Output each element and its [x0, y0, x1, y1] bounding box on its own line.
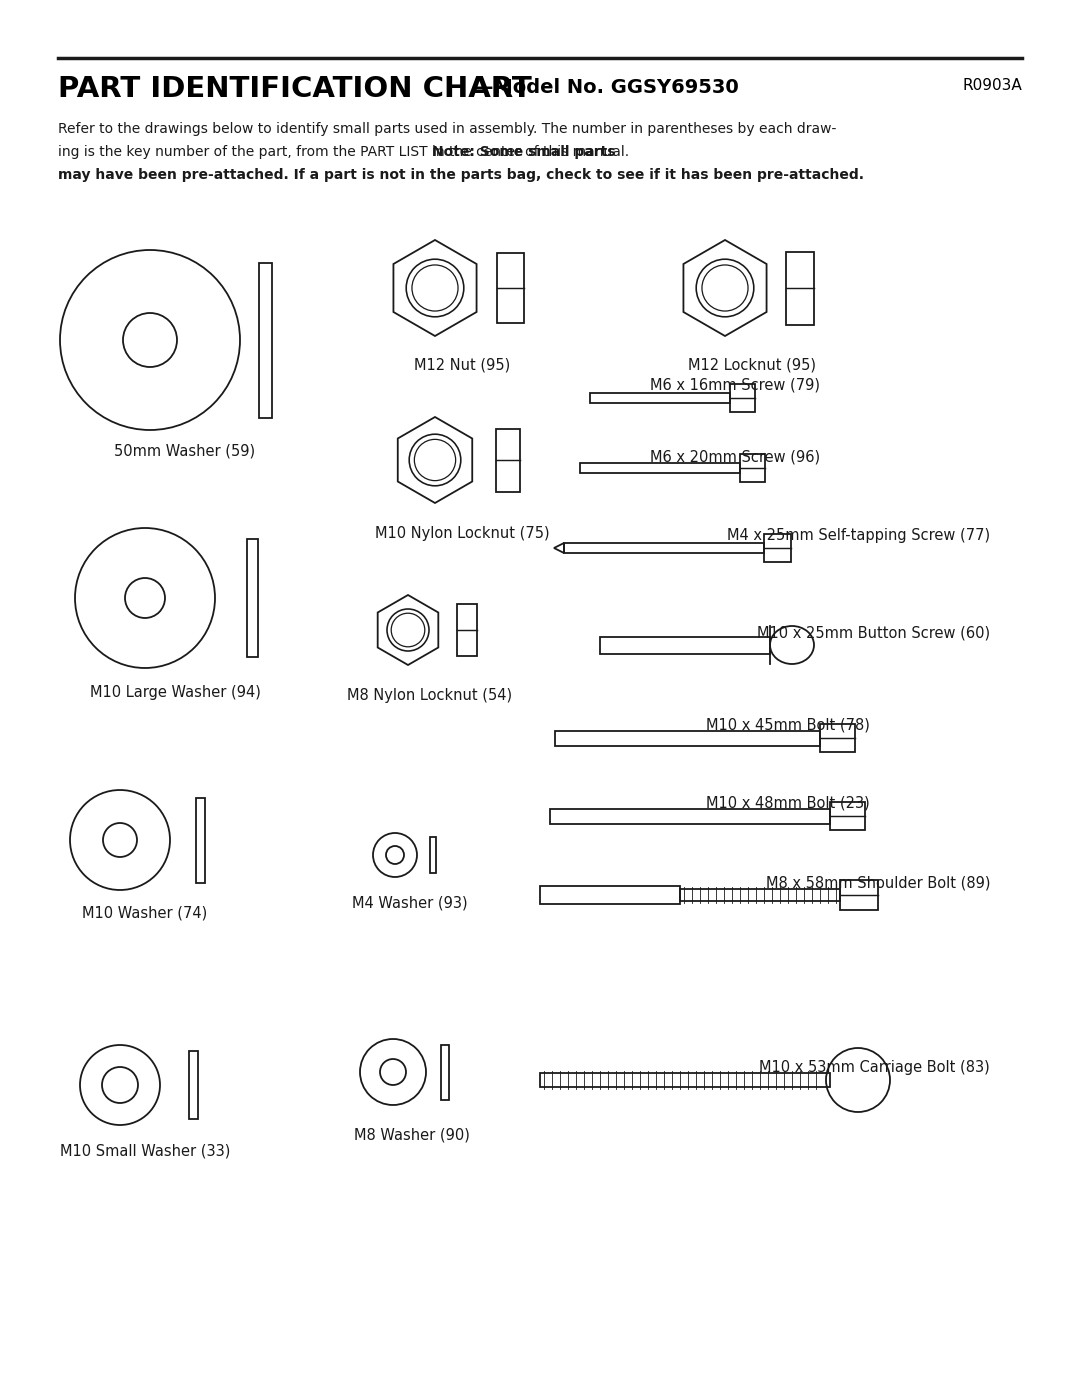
Text: M8 x 58mm Shoulder Bolt (89): M8 x 58mm Shoulder Bolt (89) [766, 875, 990, 890]
Text: M10 Washer (74): M10 Washer (74) [82, 905, 207, 921]
Text: M10 x 45mm Bolt (78): M10 x 45mm Bolt (78) [706, 718, 870, 733]
Bar [540, 886, 680, 904]
Bar [680, 888, 840, 901]
Bar [441, 1045, 449, 1099]
Text: —Model No. GGSY69530: —Model No. GGSY69530 [474, 78, 739, 96]
Bar [258, 263, 271, 418]
Bar [730, 384, 755, 412]
Bar [786, 251, 814, 324]
Text: M8 Washer (90): M8 Washer (90) [354, 1127, 470, 1143]
Bar [457, 604, 477, 657]
Text: ing is the key number of the part, from the PART LIST in the center of this manu: ing is the key number of the part, from … [58, 145, 630, 159]
Bar [540, 1073, 831, 1087]
Bar [189, 1051, 198, 1119]
Text: M10 Small Washer (33): M10 Small Washer (33) [59, 1143, 230, 1158]
Bar [580, 462, 740, 474]
Text: M4 Washer (93): M4 Washer (93) [352, 895, 468, 909]
Text: PART IDENTIFICATION CHART: PART IDENTIFICATION CHART [58, 75, 531, 103]
Text: Refer to the drawings below to identify small parts used in assembly. The number: Refer to the drawings below to identify … [58, 122, 836, 136]
Bar [430, 837, 436, 873]
Text: M8 Nylon Locknut (54): M8 Nylon Locknut (54) [348, 687, 513, 703]
Bar [590, 393, 730, 402]
Bar [497, 253, 524, 323]
Text: M10 Nylon Locknut (75): M10 Nylon Locknut (75) [375, 527, 550, 541]
Bar [820, 724, 855, 752]
Bar [564, 543, 764, 553]
Ellipse shape [770, 626, 814, 664]
Text: M12 Nut (95): M12 Nut (95) [414, 358, 510, 372]
Bar [764, 534, 791, 562]
Bar [831, 802, 865, 830]
Bar [600, 637, 770, 654]
Text: M12 Locknut (95): M12 Locknut (95) [688, 358, 816, 372]
Text: M6 x 20mm Screw (96): M6 x 20mm Screw (96) [650, 450, 820, 465]
Bar [840, 880, 878, 909]
Text: M6 x 16mm Screw (79): M6 x 16mm Screw (79) [650, 379, 820, 393]
Text: M10 x 25mm Button Screw (60): M10 x 25mm Button Screw (60) [757, 624, 990, 640]
Bar [246, 539, 257, 657]
Text: Note: Some small parts: Note: Some small parts [432, 145, 616, 159]
Text: R0903A: R0903A [962, 78, 1022, 94]
Text: 50mm Washer (59): 50mm Washer (59) [114, 444, 256, 460]
Polygon shape [554, 543, 564, 553]
Text: M10 Large Washer (94): M10 Large Washer (94) [90, 685, 260, 700]
Bar [496, 429, 519, 492]
Text: M10 x 53mm Carriage Bolt (83): M10 x 53mm Carriage Bolt (83) [759, 1060, 990, 1076]
Text: may have been pre-attached. If a part is not in the parts bag, check to see if i: may have been pre-attached. If a part is… [58, 168, 864, 182]
Bar [740, 454, 765, 482]
Bar [195, 798, 204, 883]
Bar [555, 731, 820, 746]
Text: M4 x 25mm Self-tapping Screw (77): M4 x 25mm Self-tapping Screw (77) [727, 528, 990, 543]
Text: M10 x 48mm Bolt (23): M10 x 48mm Bolt (23) [706, 796, 870, 812]
Bar [550, 809, 831, 823]
